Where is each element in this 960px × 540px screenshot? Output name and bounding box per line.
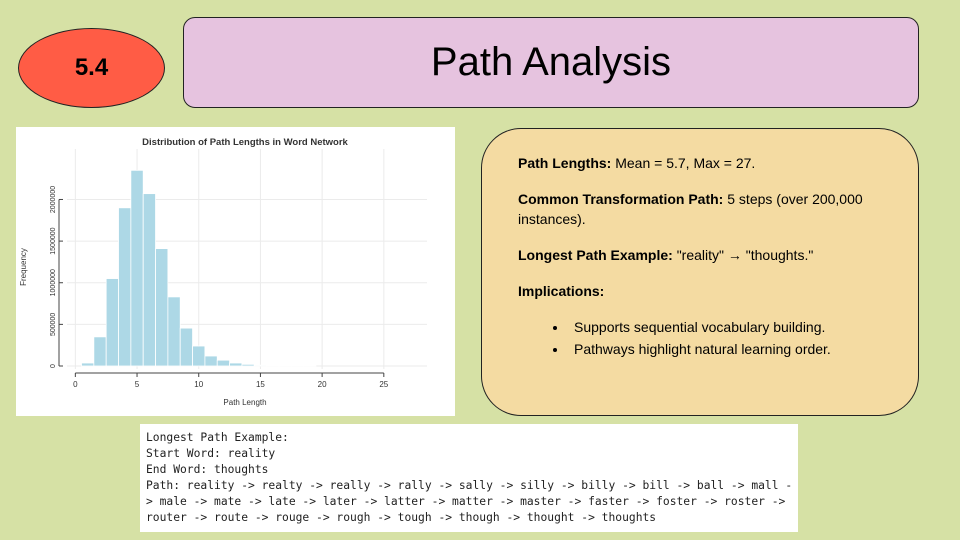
bullet-list: Supports sequential vocabulary building.… (518, 317, 882, 359)
bar (204, 355, 218, 367)
y-tick-label: 500000 (50, 313, 57, 336)
info-item: Path Lengths: Mean = 5.7, Max = 27. (518, 153, 882, 173)
x-tick-label: 0 (73, 380, 78, 389)
code-line: Longest Path Example: (146, 431, 289, 444)
badge-text: 5.4 (74, 54, 109, 81)
bullet: Pathways highlight natural learning orde… (568, 339, 882, 359)
x-tick-label: 15 (256, 380, 265, 389)
info-item: Common Transformation Path: 5 steps (ove… (518, 189, 882, 229)
info-label: Common Transformation Path: (518, 191, 724, 207)
bar (142, 193, 156, 367)
chart: Distribution of Path Lengths in Word Net… (19, 137, 427, 407)
info-text: Mean = 5.7, Max = 27. (615, 155, 756, 171)
bar (105, 278, 119, 367)
bar (241, 363, 255, 367)
bar (229, 362, 243, 367)
bar (192, 345, 206, 367)
info-label: Path Lengths: (518, 155, 612, 171)
bar (93, 336, 107, 367)
code-line: router -> route -> rouge -> rough -> tou… (146, 511, 657, 524)
bar (179, 327, 193, 367)
bar (155, 248, 169, 367)
info-text: "reality" → "thoughts." (676, 247, 814, 263)
y-tick-label: 2000000 (50, 186, 57, 213)
bar (253, 364, 267, 367)
code-line: Path: reality -> realty -> really -> ral… (146, 479, 793, 492)
code-box: Longest Path Example: Start Word: reality… (140, 424, 798, 532)
x-tick-label: 5 (135, 380, 140, 389)
y-axis-label: Frequency (19, 248, 28, 286)
info-text: 5 steps (over 200,000 instances). (518, 191, 863, 227)
bar (130, 169, 144, 367)
title-box: Path Analysis (183, 17, 919, 108)
code-line: End Word: thoughts (146, 463, 269, 476)
code-line: > male -> mate -> late -> later -> latte… (146, 495, 786, 508)
section-badge: 5.4 (18, 28, 165, 108)
bar (81, 362, 95, 367)
bar (216, 359, 230, 367)
info-label: Longest Path Example: (518, 247, 673, 263)
x-tick-label: 10 (194, 380, 203, 389)
bar (167, 296, 181, 367)
bullet: Supports sequential vocabulary building. (568, 317, 882, 337)
bar (118, 207, 132, 367)
info-label: Implications: (518, 283, 605, 299)
info-item: Longest Path Example: "reality" → "thoug… (518, 245, 882, 265)
slide-title: Path Analysis (430, 40, 672, 84)
x-tick-label: 25 (379, 380, 388, 389)
info-box: Path Lengths: Mean = 5.7, Max = 27. Commo… (481, 128, 919, 416)
x-tick-label: 20 (318, 380, 327, 389)
y-tick-label: 1000000 (50, 269, 57, 296)
info-item: Implications: (518, 281, 882, 301)
chart-title: Distribution of Path Lengths in Word Net… (142, 137, 348, 148)
x-axis-label: Path Length (223, 398, 266, 407)
chart-panel: Distribution of Path Lengths in Word Net… (16, 127, 455, 416)
code-line: Start Word: reality (146, 447, 276, 460)
y-tick-label: 0 (50, 364, 57, 368)
y-tick-label: 1500000 (50, 227, 57, 254)
